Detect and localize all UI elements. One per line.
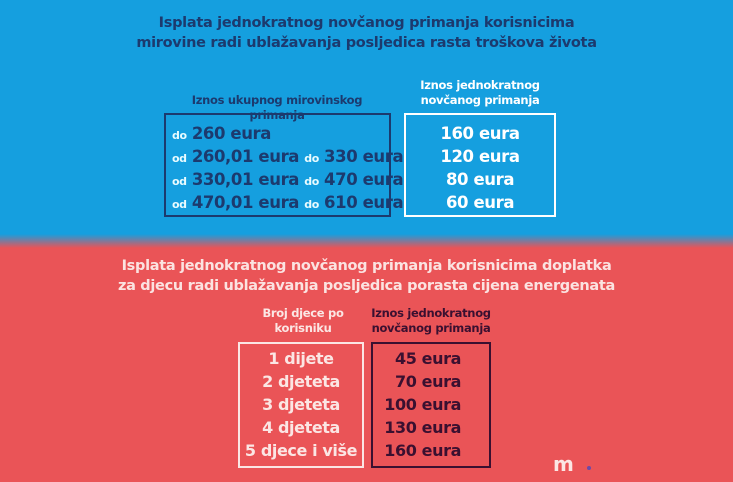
pension-amount-value: 60 eura (445, 193, 515, 212)
child-allowance-section (0, 241, 733, 482)
pension-income-row: od 260,01 eura do 330 eura (172, 147, 404, 166)
child-amount-value: 160 eura (384, 441, 461, 460)
pension-title: Isplata jednokratnog novčanog primanja k… (136, 15, 597, 51)
pension-income-row: do 260 eura (172, 124, 272, 143)
pension-section (0, 0, 733, 241)
pension-amount-value: 80 eura (445, 170, 515, 189)
pension-income-row: od 330,01 eura do 470 eura (172, 170, 404, 189)
children-count-value: 2 djeteta (262, 372, 340, 391)
child-amount-value: 130 eura (384, 418, 461, 437)
pension-income-row: od 470,01 eura do 610 eura (172, 193, 404, 212)
logo-dot-icon (587, 466, 591, 470)
pension-income-box (164, 113, 391, 217)
child-amount-header: Iznos jednokratnog novčanog primanja (371, 306, 491, 335)
children-count-value: 5 djece i više (244, 441, 358, 460)
child-amount-value: 100 eura (384, 395, 461, 414)
pension-income-header: Iznos ukupnog mirovinskog primanja (191, 93, 363, 122)
children-count-value: 3 djeteta (262, 395, 340, 414)
child-amount-value: 45 eura (395, 349, 461, 368)
child-amount-value: 70 eura (395, 372, 461, 391)
brand-logo-icon: m (553, 452, 574, 476)
pension-amount-value: 160 eura (440, 124, 520, 143)
pension-amount-header: Iznos jednokratnog novčanog primanja (420, 78, 540, 107)
pension-amount-value: 120 eura (440, 147, 520, 166)
section-divider (0, 234, 733, 248)
child-amount-box (371, 342, 491, 468)
child-allowance-title: Isplata jednokratnog novčanog primanja k… (117, 258, 616, 294)
children-count-box (238, 342, 364, 468)
children-count-value: 1 dijete (268, 349, 334, 368)
children-count-value: 4 djeteta (262, 418, 340, 437)
children-count-header: Broj djece po korisniku (262, 306, 344, 335)
pension-amount-box (404, 113, 556, 217)
